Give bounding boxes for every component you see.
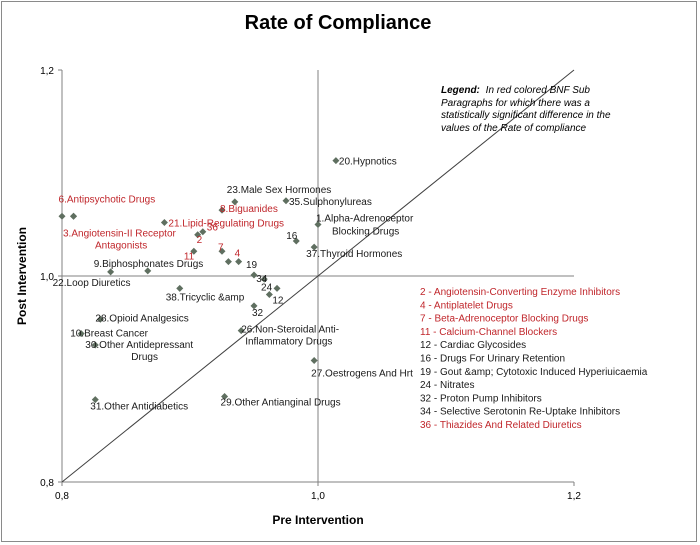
data-point-marker [218, 247, 226, 255]
point-label: 16 [286, 231, 298, 242]
point-label: 3.Angiotensin-II Receptor Antagonists [63, 228, 177, 251]
x-tick-label: 1,0 [311, 491, 325, 502]
data-point-marker [282, 197, 290, 205]
data-point-marker [199, 228, 207, 236]
data-point-marker [194, 231, 202, 239]
point-label: 9.Biphosphonates Drugs [94, 259, 204, 270]
key-list-item: 32 - Proton Pump Inhibitors [420, 393, 542, 404]
data-point-marker [144, 267, 152, 275]
legend-line-3: statistically significant difference in … [441, 110, 611, 121]
data-point-marker [237, 327, 245, 335]
data-point-marker [218, 206, 226, 214]
key-list-item: 4 - Antiplatelet Drugs [420, 300, 513, 311]
legend-line-2: Paragraphs for which there was a [441, 98, 590, 109]
point-label: 38.Tricyclic &amp [166, 292, 245, 303]
point-label: 6.Antipsychotic Drugs [59, 194, 156, 205]
y-axis-title: Post Intervention [15, 227, 29, 325]
data-point-marker [96, 315, 104, 323]
legend-note: Legend: In red colored BNF Sub Paragraph… [441, 85, 611, 134]
key-list-item: 7 - Beta-Adrenoceptor Blocking Drugs [420, 314, 588, 325]
data-point-marker [310, 243, 318, 251]
point-label: 35.Sulphonylureas [289, 197, 372, 208]
data-point-marker [292, 237, 300, 245]
y-tick-label: 0,8 [40, 478, 54, 489]
data-point-marker [265, 291, 273, 299]
point-label: 34 [256, 274, 268, 285]
data-point-marker [332, 157, 340, 165]
data-point-marker [176, 284, 184, 292]
point-label: 4 [235, 249, 241, 260]
point-label: 24 [261, 282, 273, 293]
data-point-marker [77, 330, 85, 338]
data-point-marker [231, 198, 239, 206]
data-point-marker [250, 302, 258, 310]
point-label: 22.Loop Diuretics [53, 278, 131, 289]
legend-bold: Legend: [441, 85, 480, 96]
y-tick-label: 1,2 [40, 66, 54, 77]
point-label: 26.Non-Steroidal Anti-Inflammatory Drugs [241, 325, 339, 348]
point-label: 28.Opioid Analgesics [95, 313, 188, 324]
axis-ticks: 0,80,8 1,0 1,0 1,2 1,2 [40, 66, 581, 502]
data-point-marker [160, 218, 168, 226]
x-tick-label: 0,8 [55, 491, 69, 502]
data-point-marker [314, 221, 322, 228]
x-axis-title: Pre Intervention [272, 513, 363, 527]
point-label: 19 [246, 260, 258, 271]
legend-line-4: values of the Rate of compliance [441, 123, 587, 134]
data-point-marker [190, 247, 198, 255]
key-list-item: 12 - Cardiac Glycosides [420, 340, 526, 351]
point-label: 37.Thyroid Hormones [306, 249, 402, 260]
key-list-item: 19 - Gout &amp; Cytotoxic Induced Hyperi… [420, 367, 648, 378]
data-point-marker [107, 268, 115, 276]
legend-line-1: Legend: In red colored BNF Sub [441, 85, 590, 96]
data-point-marker [70, 212, 78, 220]
key-list-item: 11 - Calcium-Channel Blockers [420, 327, 557, 338]
point-label: 1.Alpha-Adrenoceptor Blocking Drugs [316, 214, 414, 238]
point-label: 2 [197, 235, 203, 246]
data-point-marker [58, 212, 66, 220]
diagonal-reference-line [61, 69, 575, 483]
key-list-item: 34 - Selective Serotonin Re-Uptake Inhib… [420, 407, 620, 418]
data-point-marker [224, 258, 232, 266]
point-label: 21.Lipid-Regulating Drugs [168, 218, 284, 229]
data-points [58, 157, 340, 404]
data-point-marker [221, 393, 229, 401]
point-label: 11 [184, 251, 195, 262]
point-label: 30.Other Antidepressant Drugs [85, 340, 193, 363]
data-point-marker [250, 271, 258, 279]
point-label: 7 [218, 242, 224, 253]
chart-title: Rate of Compliance [245, 12, 432, 34]
key-list: 2 - Angiotensin-Converting Enzyme Inhibi… [420, 287, 648, 431]
key-list-item: 36 - Thiazides And Related Diuretics [420, 420, 582, 431]
point-label: 8.Biguanides [220, 204, 278, 215]
point-label: 36 [207, 223, 219, 234]
data-point-marker [91, 396, 99, 404]
x-tick-label: 1,2 [567, 491, 581, 502]
legend-first-rest: In red colored BNF Sub [486, 85, 591, 96]
point-label: 31.Other Antidiabetics [90, 402, 188, 413]
point-label: 10.Breast Cancer [70, 329, 148, 340]
point-label: 32 [252, 308, 264, 319]
key-list-item: 24 - Nitrates [420, 380, 474, 391]
point-label: 23.Male Sex Hormones [227, 185, 331, 196]
point-labels: 6.Antipsychotic Drugs 3.Angiotensin-II Re… [53, 157, 414, 413]
key-list-item: 2 - Angiotensin-Converting Enzyme Inhibi… [420, 287, 620, 298]
point-label: 29.Other Antianginal Drugs [221, 398, 341, 409]
key-list-item: 16 - Drugs For Urinary Retention [420, 354, 565, 365]
y-tick-label: 1,0 [40, 272, 54, 283]
point-label: 12 [272, 296, 284, 307]
plot-area [61, 69, 575, 483]
data-point-marker [91, 341, 99, 349]
data-point-marker [310, 356, 318, 364]
data-point-marker [273, 284, 281, 292]
point-label: 20.Hypnotics [339, 157, 397, 168]
point-label: 27.Oestrogens And Hrt [311, 368, 413, 379]
data-point-marker [260, 275, 268, 283]
data-point-marker [235, 258, 243, 266]
